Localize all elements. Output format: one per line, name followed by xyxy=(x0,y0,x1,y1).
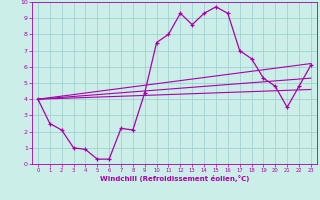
X-axis label: Windchill (Refroidissement éolien,°C): Windchill (Refroidissement éolien,°C) xyxy=(100,175,249,182)
